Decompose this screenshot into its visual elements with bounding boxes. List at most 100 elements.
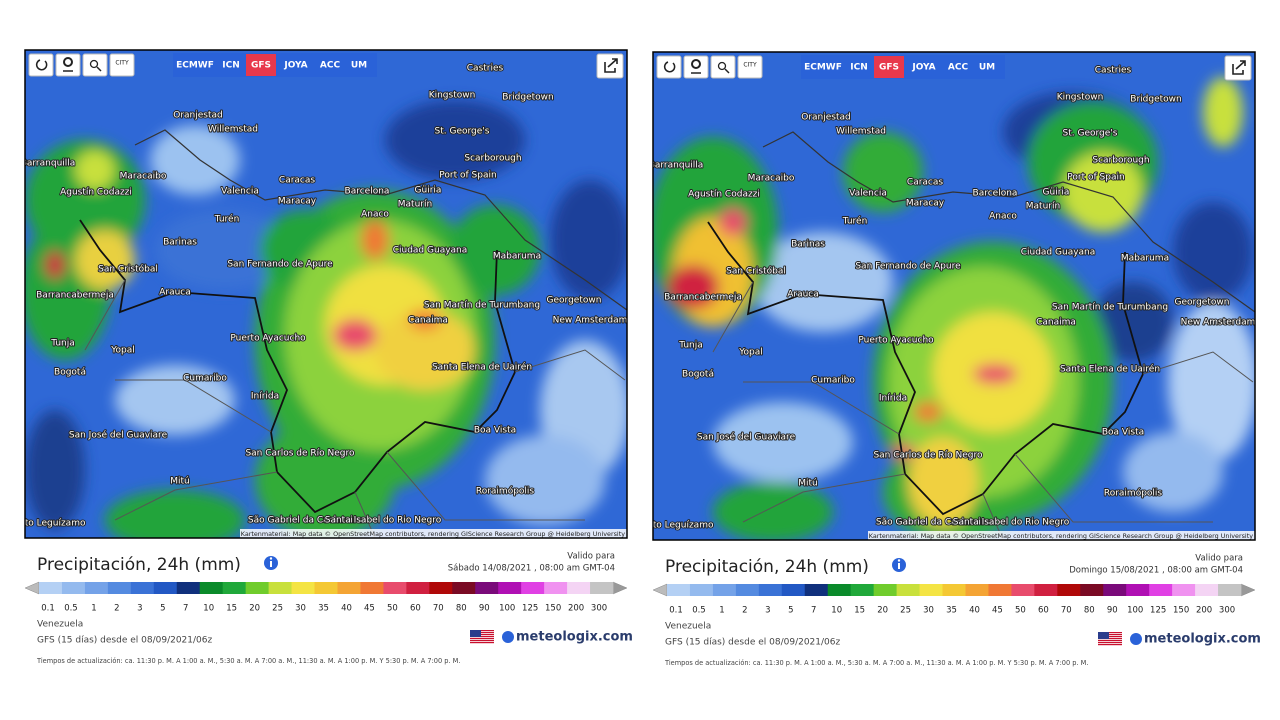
- precip-area: [667, 265, 719, 309]
- scale-swatch: [1218, 584, 1242, 596]
- precip-area: [361, 220, 389, 260]
- model-button[interactable]: [346, 54, 372, 76]
- precip-area: [1168, 302, 1255, 462]
- city-label: Scarborough: [1092, 156, 1149, 166]
- city-label: San Fernando de Apure: [227, 260, 333, 270]
- refresh-button[interactable]: [28, 53, 54, 77]
- city-label: Valencia: [849, 189, 887, 199]
- scale-swatch: [712, 584, 737, 596]
- scale-swatch: [567, 582, 591, 594]
- model-button[interactable]: [802, 56, 844, 78]
- scale-label: 35: [946, 606, 957, 616]
- city-label: Port of Spain: [439, 171, 496, 181]
- scale-swatch: [896, 584, 920, 596]
- precip-area: [1173, 202, 1253, 302]
- city-label: San Martín de Turumbang: [1052, 303, 1168, 313]
- city-label: Maturín: [1026, 202, 1060, 212]
- model-button[interactable]: [218, 54, 244, 76]
- scale-label: 80: [456, 604, 467, 614]
- scale-swatch: [544, 582, 568, 594]
- precip-area: [375, 310, 475, 390]
- brand[interactable]: meteologix.com: [1144, 632, 1261, 647]
- scale-swatch: [406, 582, 430, 594]
- city-label: Canaima: [408, 316, 448, 326]
- city-label: Georgetown: [547, 296, 602, 306]
- scale-label: 25: [900, 606, 911, 616]
- model-button[interactable]: [874, 56, 904, 78]
- city-label: Barranquilla: [21, 159, 76, 169]
- scale-swatch: [1034, 584, 1058, 596]
- model-button[interactable]: [278, 54, 314, 76]
- model-button[interactable]: [316, 54, 344, 76]
- precip-area: [719, 208, 747, 236]
- map: Castries Kingstown Bridgetown Oranjestad Wil…: [653, 52, 1255, 540]
- precip-area: [385, 100, 525, 180]
- scale-swatch: [919, 584, 943, 596]
- city-label: Barrancabermeja: [36, 291, 114, 301]
- precip-area: [450, 205, 540, 295]
- zoom-button[interactable]: [82, 53, 108, 77]
- precip-area: [75, 230, 135, 290]
- region-border: [84, 279, 626, 538]
- scale-swatch: [827, 584, 852, 596]
- coastline: [762, 131, 1255, 313]
- scale-label: 15: [854, 606, 865, 616]
- scale-label: 1: [91, 604, 96, 614]
- city-label: Castries: [467, 64, 504, 74]
- scale-label: 30: [295, 604, 306, 614]
- precip-area: [75, 150, 115, 190]
- city-label: Ciudad Guayana: [1021, 248, 1096, 258]
- flag-stripe: [470, 642, 494, 644]
- city-label: San Carlos de Río Negro: [245, 449, 355, 459]
- scale-label: 7: [811, 606, 816, 616]
- city-button-label: CITY: [743, 62, 757, 69]
- city-label: Bridgetown: [1130, 95, 1181, 105]
- valid-time: Sábado 14/08/2021 , 08:00 am GMT-04: [448, 564, 615, 574]
- flag-stripe: [1098, 638, 1122, 640]
- scale-swatch: [1057, 584, 1081, 596]
- city-label: Arauca: [159, 288, 191, 298]
- scale-label: 30: [923, 606, 934, 616]
- scale-swatch: [758, 584, 783, 596]
- precip-area: [485, 435, 605, 525]
- model-button-label: ACC: [948, 63, 969, 73]
- panel: Castries Kingstown Bridgetown Oranjestad Wil…: [652, 51, 1261, 667]
- city-label: New Amsterdam: [553, 316, 628, 326]
- model-button[interactable]: [246, 54, 276, 76]
- info-icon-mark: [269, 557, 273, 560]
- scale-label: 2: [742, 606, 747, 616]
- scale-label: 1: [719, 606, 724, 616]
- city-label: San Cristóbal: [98, 264, 158, 275]
- city-label: San Fernando de Apure: [855, 262, 961, 272]
- scale-label: 150: [1173, 606, 1189, 616]
- zoom-button[interactable]: [710, 55, 736, 79]
- city-label: Roraimópolis: [1104, 488, 1163, 499]
- update-times: Tiempos de actualización: ca. 11:30 p. M…: [36, 657, 460, 665]
- model-button[interactable]: [944, 56, 972, 78]
- precip-area: [150, 125, 240, 195]
- brand[interactable]: meteologix.com: [516, 630, 633, 645]
- model-run: GFS (15 días) desde el 08/09/2021/06z: [665, 638, 840, 648]
- scale-swatch: [1080, 584, 1104, 596]
- city-button[interactable]: [737, 55, 763, 79]
- city-label: Oranjestad: [801, 113, 851, 123]
- city-label: Scarborough: [464, 154, 521, 164]
- model-button[interactable]: [174, 54, 216, 76]
- scale-swatch: [245, 582, 269, 594]
- model-button[interactable]: [846, 56, 872, 78]
- legend-title: Precipitación, 24h (mm): [37, 555, 241, 575]
- scale-swatch: [965, 584, 989, 596]
- scale-label: 60: [1038, 606, 1049, 616]
- city-label: Barrancabermeja: [664, 293, 742, 303]
- city-label: Boa Vista: [1102, 428, 1144, 438]
- zoom-icon: [96, 66, 102, 72]
- scale-swatch: [39, 582, 63, 594]
- model-run: GFS (15 días) desde el 08/09/2021/06z: [37, 636, 212, 646]
- scale-label: 200: [568, 604, 584, 614]
- scale-swatch: [429, 582, 453, 594]
- scale-label: 90: [1107, 606, 1118, 616]
- refresh-button[interactable]: [656, 55, 682, 79]
- model-button[interactable]: [974, 56, 1000, 78]
- city-button[interactable]: [109, 53, 135, 77]
- model-button[interactable]: [906, 56, 942, 78]
